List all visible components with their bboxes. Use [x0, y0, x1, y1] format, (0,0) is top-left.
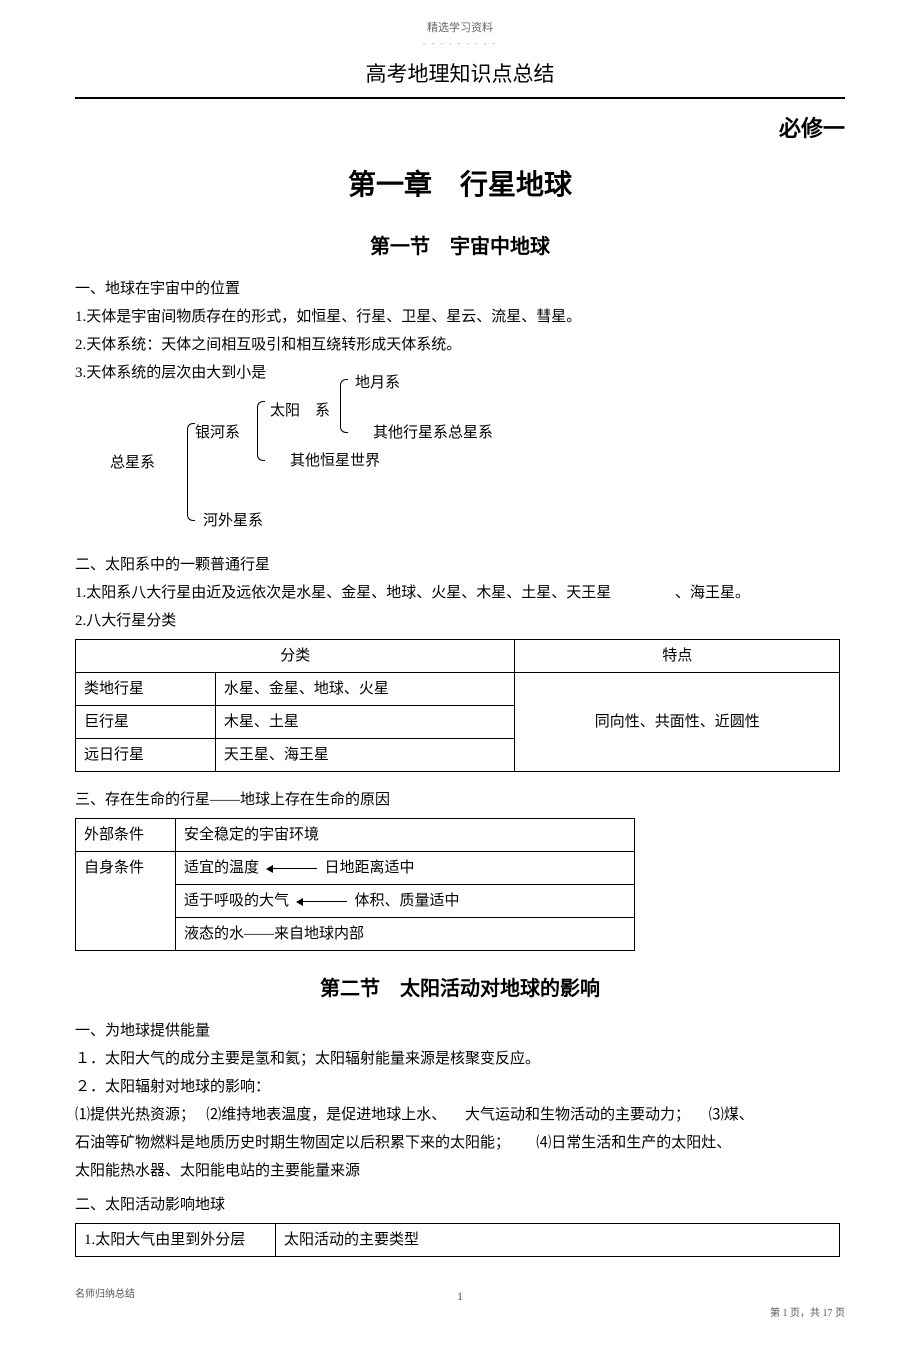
- node-solar-system: 太阳 系: [270, 399, 330, 423]
- chapter-title: 第一章 行星地球: [75, 164, 845, 209]
- planets-text-b: 、海王星。: [675, 581, 750, 605]
- page-header-text: 精选学习资料: [75, 20, 845, 38]
- table-row: 自身条件 适宜的温度 日地距离适中: [76, 851, 635, 884]
- cell-activity-types: 太阳活动的主要类型: [276, 1223, 840, 1256]
- cell-giant: 巨行星: [76, 705, 216, 738]
- planets-text-a: 1.太阳系八大行星由近及远依次是水星、金星、地球、火星、木星、土星、天王星: [75, 585, 611, 601]
- cell-safe-env: 安全稳定的宇宙环境: [176, 818, 635, 851]
- brace-icon: [187, 423, 195, 521]
- cell-temperature: 适宜的温度 日地距离适中: [176, 851, 635, 884]
- effect-2b: 大气运动和生物活动的主要动力；: [465, 1107, 690, 1123]
- effect-1: ⑴提供光热资源；: [75, 1107, 195, 1123]
- cell-outer-planets: 天王星、海王星: [215, 738, 515, 771]
- effect-2a: ⑵维持地表温度，是促进地球上水、: [206, 1107, 446, 1123]
- cell-self-cond: 自身条件: [76, 851, 176, 950]
- atm-left: 适于呼吸的大气: [184, 893, 289, 909]
- node-other-planet-sys: 其他行星系总星系: [373, 421, 493, 445]
- para-planet-classification: 2.八大行星分类: [75, 609, 845, 633]
- para-effects-line1: ⑴提供光热资源； ⑵维持地表温度，是促进地球上水、 大气运动和生物活动的主要动力…: [75, 1103, 845, 1127]
- node-milky-way: 银河系: [195, 421, 240, 445]
- atm-right: 体积、质量适中: [355, 893, 460, 909]
- arrow-left-icon: [297, 901, 347, 902]
- table-row: 分类 特点: [76, 639, 840, 672]
- heading-energy: 一、为地球提供能量: [75, 1019, 845, 1043]
- node-earth-moon: 地月系: [355, 371, 400, 395]
- cell-outer: 远日行星: [76, 738, 216, 771]
- brace-icon: [340, 379, 348, 433]
- para-sun-composition: １．太阳大气的成分主要是氢和氦；太阳辐射能量来源是核聚变反应。: [75, 1047, 845, 1071]
- cell-features: 同向性、共面性、近圆性: [515, 672, 840, 771]
- cell-atmosphere: 适于呼吸的大气 体积、质量适中: [176, 884, 635, 917]
- table-planet-classification: 分类 特点 类地行星 水星、金星、地球、火星 同向性、共面性、近圆性 巨行星 木…: [75, 639, 840, 772]
- heading-earth-position: 一、地球在宇宙中的位置: [75, 277, 845, 301]
- footer-right-text: 第 1 页，共 17 页: [770, 1306, 845, 1322]
- cell-sun-layers: 1.太阳大气由里到外分层: [76, 1223, 276, 1256]
- para-solar-devices: 太阳能热水器、太阳能电站的主要能量来源: [75, 1159, 845, 1183]
- section-2-title: 第二节 太阳活动对地球的影响: [75, 973, 845, 1005]
- subject-label: 必修一: [75, 111, 845, 146]
- table-header-classification: 分类: [76, 639, 515, 672]
- heading-sun-activity: 二、太阳活动影响地球: [75, 1193, 845, 1217]
- cell-giant-planets: 木星、土星: [215, 705, 515, 738]
- page-footer: 名师归纳总结 1 第 1 页，共 17 页: [75, 1287, 845, 1306]
- cell-terrestrial: 类地行星: [76, 672, 216, 705]
- table-row: 类地行星 水星、金星、地球、火星 同向性、共面性、近圆性: [76, 672, 840, 705]
- page-number: 1: [75, 1287, 845, 1306]
- cell-water: 液态的水——来自地球内部: [176, 917, 635, 950]
- para-eight-planets: 1.太阳系八大行星由近及远依次是水星、金星、地球、火星、木星、土星、天王星 、海…: [75, 581, 845, 605]
- arrow-left-icon: [267, 868, 317, 869]
- temp-left: 适宜的温度: [184, 860, 259, 876]
- table-life-conditions: 外部条件 安全稳定的宇宙环境 自身条件 适宜的温度 日地距离适中 适于呼吸的大气…: [75, 818, 635, 951]
- para-effects-line2: 石油等矿物燃料是地质历史时期生物固定以后积累下来的太阳能； ⑷日常生活和生产的太…: [75, 1131, 845, 1155]
- table-sun-activity: 1.太阳大气由里到外分层 太阳活动的主要类型: [75, 1223, 840, 1257]
- node-other-star: 其他恒星世界: [290, 449, 380, 473]
- para-radiation-effect: ２．太阳辐射对地球的影响：: [75, 1075, 845, 1099]
- heading-ordinary-planet: 二、太阳系中的一颗普通行星: [75, 553, 845, 577]
- para-hierarchy-intro: 3.天体系统的层次由大到小是: [75, 361, 845, 385]
- cell-terrestrial-planets: 水星、金星、地球、火星: [215, 672, 515, 705]
- para-celestial-system: 2.天体系统：天体之间相互吸引和相互绕转形成天体系统。: [75, 333, 845, 357]
- effect-fuel: 石油等矿物燃料是地质历史时期生物固定以后积累下来的太阳能；: [75, 1135, 510, 1151]
- table-row: 外部条件 安全稳定的宇宙环境: [76, 818, 635, 851]
- brace-icon: [257, 401, 265, 461]
- cell-external-cond: 外部条件: [76, 818, 176, 851]
- section-1-title: 第一节 宇宙中地球: [75, 231, 845, 263]
- table-row: 1.太阳大气由里到外分层 太阳活动的主要类型: [76, 1223, 840, 1256]
- node-total-system: 总星系: [110, 451, 155, 475]
- table-header-feature: 特点: [515, 639, 840, 672]
- temp-right: 日地距离适中: [325, 860, 415, 876]
- document-title: 高考地理知识点总结: [75, 58, 845, 99]
- effect-3: ⑶煤、: [709, 1107, 754, 1123]
- heading-life-planet: 三、存在生命的行星——地球上存在生命的原因: [75, 788, 845, 812]
- footer-left-text: 名师归纳总结: [75, 1287, 135, 1303]
- effect-4: ⑷日常生活和生产的太阳灶、: [536, 1135, 731, 1151]
- node-extragalactic: 河外星系: [203, 509, 263, 533]
- hierarchy-intro-text: 3.天体系统的层次由大到小是: [75, 365, 266, 381]
- para-celestial-body: 1.天体是宇宙间物质存在的形式，如恒星、行星、卫星、星云、流星、彗星。: [75, 305, 845, 329]
- page-header-marks: - - - - - - - - -: [75, 38, 845, 51]
- hierarchy-diagram: 地月系 太阳 系 其他行星系总星系 银河系 其他恒星世界 总星系 河外星系: [75, 391, 845, 541]
